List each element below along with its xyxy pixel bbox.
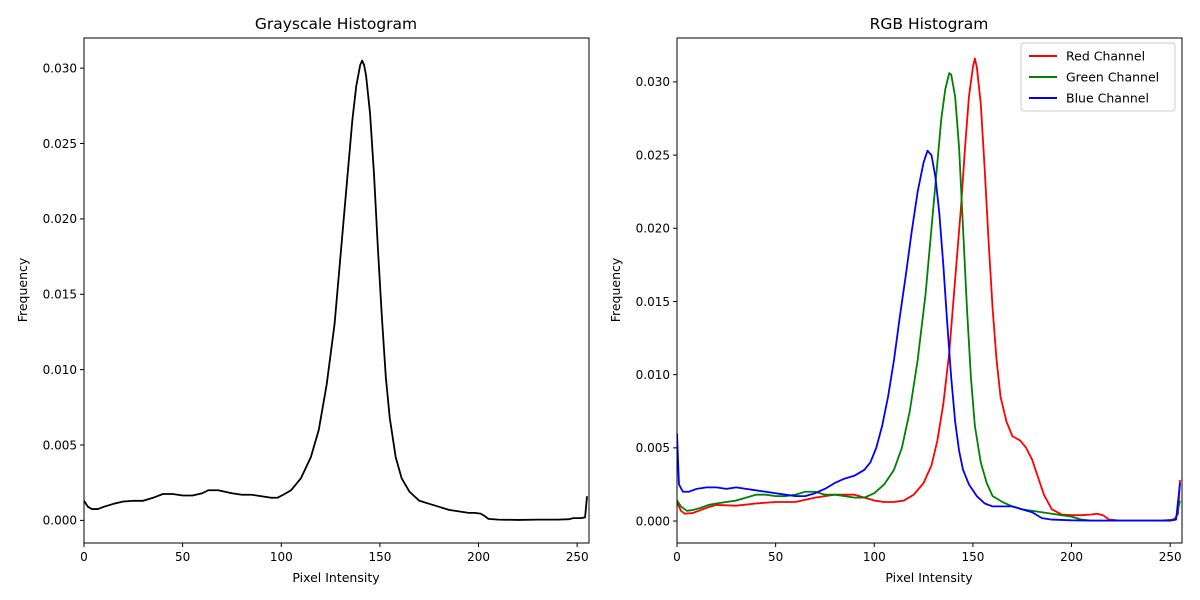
x-tick-label: 150 [961, 550, 984, 564]
y-tick-label: 0.000 [43, 514, 77, 528]
y-axis-label: Frequency [608, 257, 623, 322]
x-tick-label: 250 [1159, 550, 1182, 564]
x-tick-label: 250 [566, 550, 589, 564]
y-tick-label: 0.010 [636, 368, 670, 382]
series-line-red-channel [677, 57, 1181, 522]
rgb-plot-area: 0 50 100 150 200 250 0.000 0.005 0.010 0.015 0.020… [636, 37, 1183, 564]
x-axis-label: Pixel Intensity [885, 570, 973, 585]
x-tick-label: 150 [368, 550, 391, 564]
legend-frame [1020, 42, 1176, 112]
y-tick-label: 0.030 [43, 61, 77, 75]
chart-title: RGB Histogram [870, 15, 989, 33]
rgb-histogram-panel: RGB Histogram 0 50 100 150 200 2500.0000.0050… [608, 15, 1183, 585]
y-tick-label: 0.015 [636, 295, 670, 309]
y-axis-label: Frequency [15, 257, 30, 322]
legend: Red Channel Green Channel Blue Channel [1020, 42, 1176, 112]
x-tick-label: 50 [768, 550, 783, 564]
y-tick-label: 0.020 [43, 212, 77, 226]
y-tick-label: 0.030 [636, 75, 670, 89]
x-tick-label: 200 [1060, 550, 1083, 564]
chart-title: Grayscale Histogram [255, 15, 417, 33]
x-tick-label: 0 [673, 550, 681, 564]
series-line-grayscale [84, 59, 588, 521]
axes-frame [676, 37, 1183, 544]
y-tick-label: 0.000 [636, 514, 670, 528]
legend-label-blue: Blue Channel [1066, 91, 1149, 106]
y-tick-label: 0.025 [43, 137, 77, 151]
x-tick-label: 100 [863, 550, 886, 564]
y-tick-label: 0.010 [43, 363, 77, 377]
y-tick-label: 0.005 [636, 441, 670, 455]
x-tick-label: 50 [175, 550, 190, 564]
y-tick-label: 0.025 [636, 148, 670, 162]
x-tick-label: 0 [80, 550, 88, 564]
legend-label-red: Red Channel [1066, 49, 1145, 64]
legend-label-green: Green Channel [1066, 70, 1159, 85]
grayscale-histogram-panel: Grayscale Histogram 0 50 100 150 200 250 0.000… [15, 15, 590, 585]
x-axis-label: Pixel Intensity [292, 570, 380, 585]
series-line-green-channel [677, 72, 1181, 522]
y-tick-label: 0.020 [636, 222, 670, 236]
series-line-blue-channel [677, 149, 1181, 522]
x-tick-label: 200 [467, 550, 490, 564]
y-tick-label: 0.015 [43, 288, 77, 302]
y-tick-label: 0.005 [43, 438, 77, 452]
x-tick-label: 100 [270, 550, 293, 564]
axes-frame [83, 37, 590, 544]
grayscale-plot-area: 0 50 100 150 200 250 0.000 0.005 0.010 0.015 0.020… [43, 37, 590, 564]
